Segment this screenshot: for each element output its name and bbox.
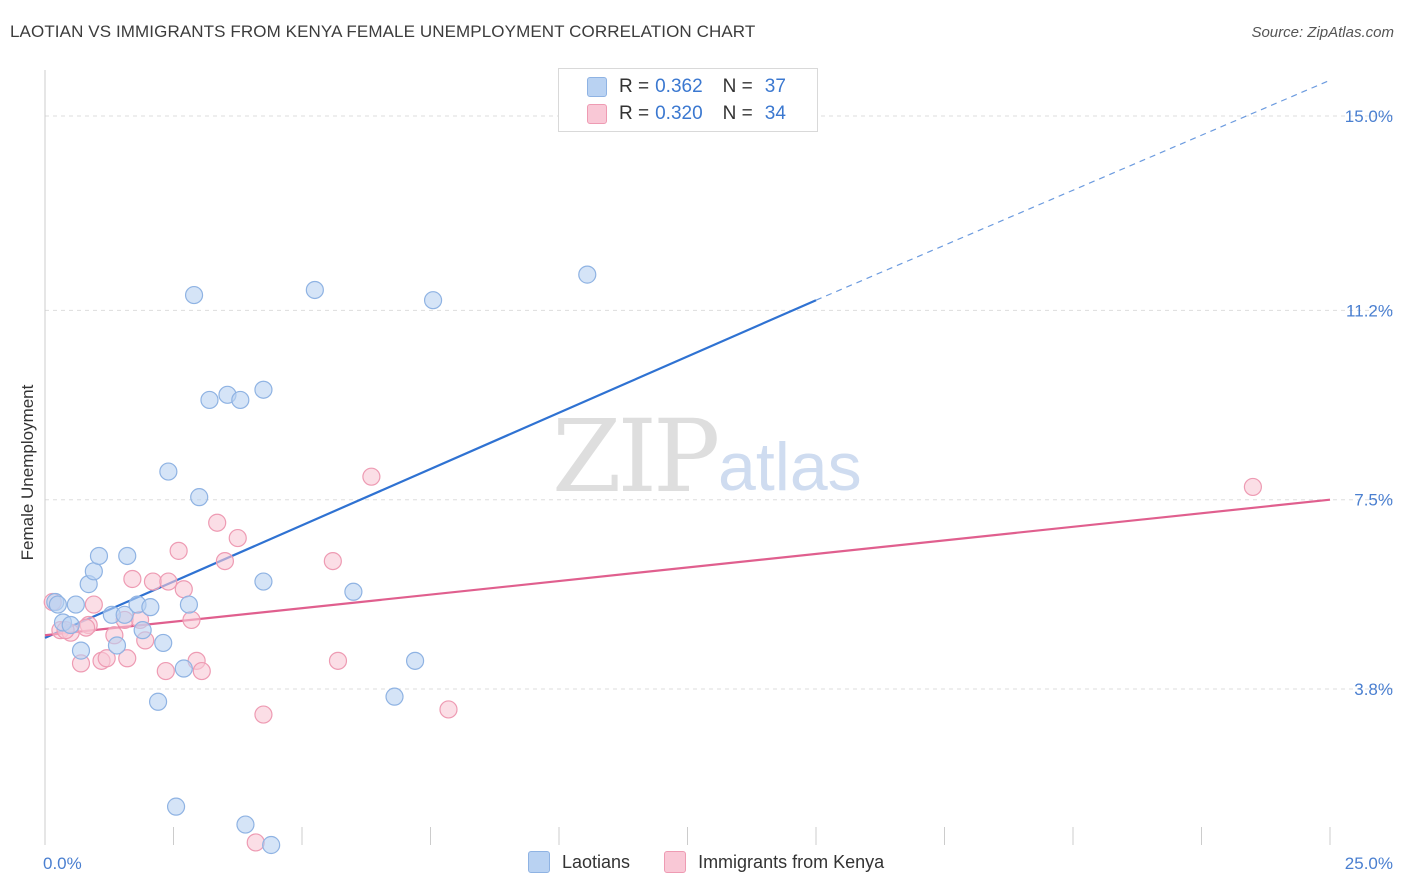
kenya-point (362, 467, 381, 486)
r-value: 0.320 (655, 103, 703, 124)
kenya-point (215, 551, 234, 571)
laotians-point (405, 651, 425, 670)
axis-layer (44, 70, 1331, 845)
n-label: N = (722, 76, 753, 97)
kenya-point (228, 528, 247, 548)
laotians-point (66, 595, 85, 614)
laotians-point (200, 390, 219, 410)
laotians-point (107, 636, 127, 655)
kenya-point (84, 595, 103, 614)
kenya-point (143, 572, 163, 591)
kenya-point (169, 541, 188, 560)
laotians-point (385, 687, 404, 706)
r-label: R = (619, 103, 650, 124)
kenya-point (246, 833, 265, 852)
correlation-legend: R = 0.362 N = 37 R = 0.320 N = 34 (558, 68, 818, 132)
y-tick-label: 11.2% (1346, 301, 1393, 320)
y-tick-label: 3.8% (1354, 680, 1393, 699)
kenya-point (323, 551, 342, 571)
laotians-point (148, 692, 168, 711)
r-value: 0.362 (655, 76, 703, 97)
laotians-point (71, 641, 91, 660)
laotians-point (84, 562, 103, 581)
laotians-point (154, 633, 173, 653)
legend-item-laotians[interactable]: Laotians (528, 851, 630, 873)
laotians-point (254, 380, 273, 399)
kenya-point (156, 661, 175, 681)
series-legend: Laotians Immigrants from Kenya (528, 851, 918, 873)
laotians-point (61, 615, 80, 635)
r-label: R = (619, 76, 650, 97)
laotians-swatch (587, 77, 607, 97)
laotians-point (48, 595, 67, 614)
watermark-atlas: atlas (718, 429, 862, 505)
laotians-point (118, 546, 137, 566)
laotians-point (344, 582, 363, 601)
x-tick-label: 0.0% (43, 854, 82, 873)
kenya-point (1243, 477, 1263, 497)
kenya-swatch (664, 851, 687, 873)
laotians-point (179, 595, 199, 614)
source-label: Source: ZipAtlas.com (1251, 24, 1394, 41)
kenya-point (439, 700, 458, 719)
laotians-trend-extension (815, 79, 1331, 301)
kenya-point (208, 513, 227, 532)
laotians-swatch (528, 851, 550, 873)
laotians-point (254, 572, 273, 591)
laotians-point (578, 265, 597, 284)
x-tick-label: 25.0% (1345, 854, 1393, 873)
watermark-zip: ZIP (552, 398, 720, 515)
trend-layer (44, 79, 1331, 639)
laotians-point (184, 285, 204, 305)
legend-row-kenya: R = 0.320 N = 34 (587, 102, 786, 126)
laotians-point (305, 280, 324, 300)
laotians-point (231, 390, 250, 410)
kenya-point (118, 649, 137, 668)
laotians-point (89, 546, 109, 566)
legend-label: Laotians (562, 851, 631, 872)
kenya-point (182, 610, 201, 630)
y-axis-label: Female Unemployment (18, 384, 37, 560)
kenya-point (123, 569, 142, 589)
points-layer (43, 265, 1263, 855)
y-tick-label: 15.0% (1345, 107, 1393, 126)
y-tick-label: 7.5% (1354, 491, 1393, 510)
kenya-point (328, 651, 348, 670)
laotians-point (133, 621, 152, 640)
laotians-point (115, 605, 134, 624)
label-layer: 3.8% 7.5% 11.2% 15.0% 0.0% 25.0% Female Unempl… (18, 107, 1393, 873)
laotians-point (166, 797, 186, 816)
kenya-point (174, 580, 193, 599)
laotians-point (159, 462, 178, 481)
kenya-point (159, 572, 178, 591)
laotians-point (141, 598, 160, 617)
kenya-point (97, 649, 116, 668)
kenya-point (77, 618, 96, 637)
laotians-point (190, 488, 209, 507)
n-label: N = (722, 103, 753, 124)
laotians-point (236, 815, 255, 834)
legend-row-laotians: R = 0.362 N = 37 (587, 75, 786, 99)
laotians-point (174, 659, 193, 678)
laotians-point (423, 291, 443, 310)
chart-title: LAOTIAN VS IMMIGRANTS FROM KENYA FEMALE … (10, 22, 756, 41)
legend-item-kenya[interactable]: Immigrants from Kenya (664, 851, 884, 873)
kenya-point (254, 705, 273, 724)
kenya-point (192, 661, 211, 681)
n-value: 34 (764, 103, 786, 124)
kenya-trend-line (44, 498, 1331, 637)
legend-label: Immigrants from Kenya (698, 851, 885, 872)
laotians-point (262, 835, 281, 855)
kenya-swatch (587, 104, 607, 124)
n-value: 37 (764, 76, 786, 97)
